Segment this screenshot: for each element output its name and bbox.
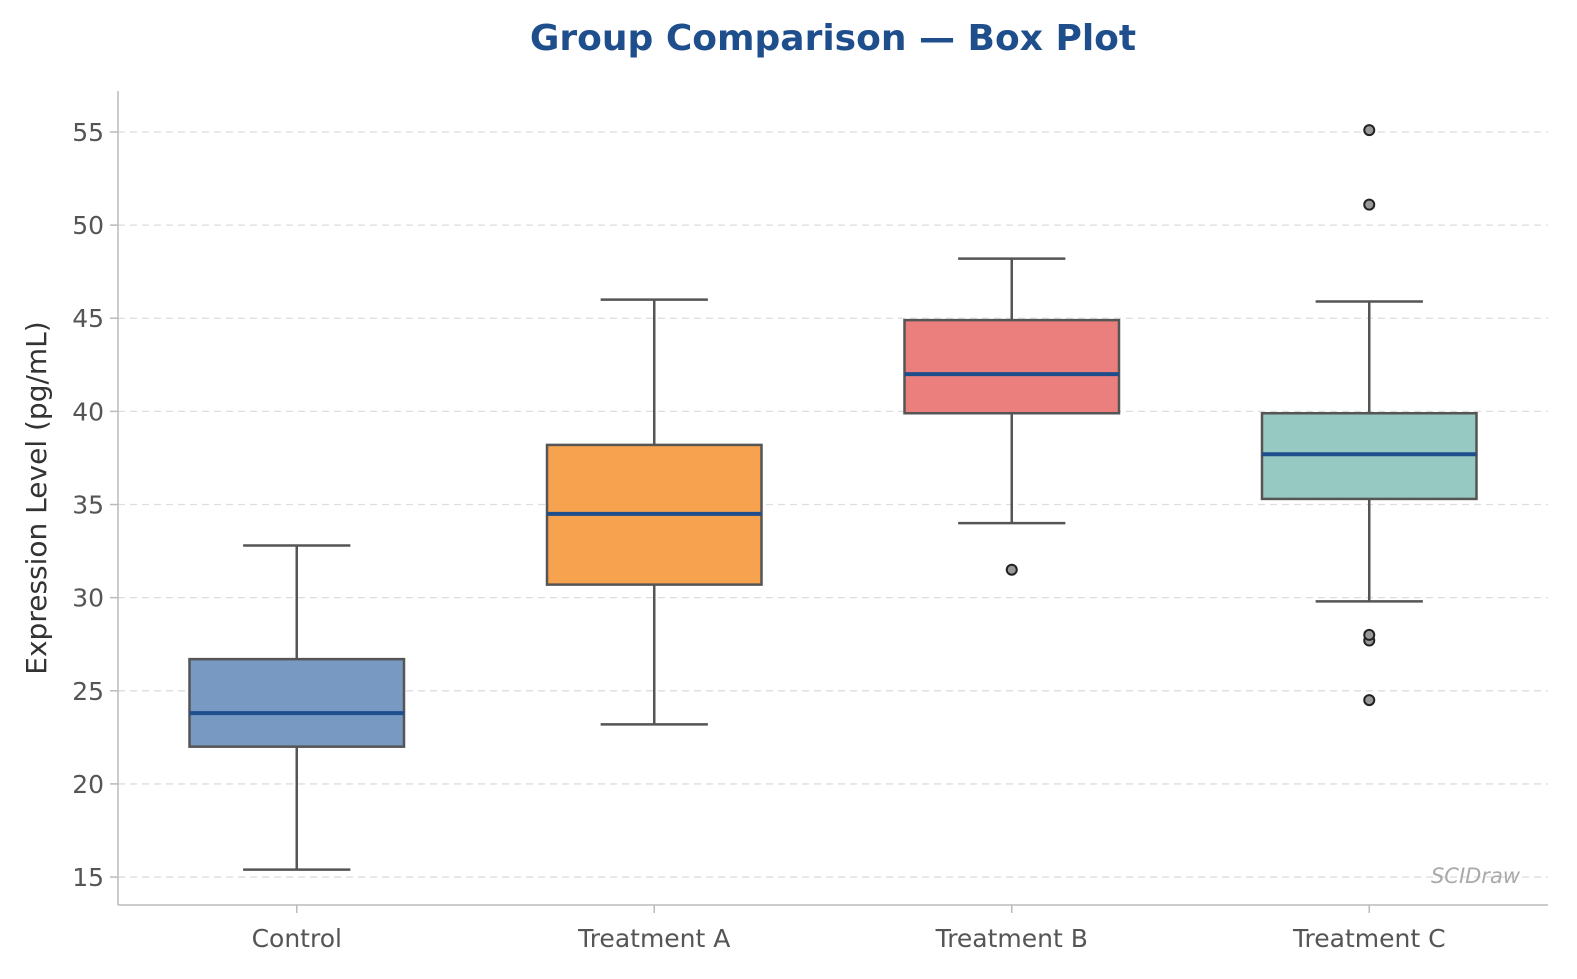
y-tick-label: 15 bbox=[72, 863, 104, 892]
x-tick-label: Treatment C bbox=[1292, 924, 1446, 953]
outlier-point bbox=[1363, 694, 1376, 707]
y-tick-label: 45 bbox=[72, 304, 104, 333]
y-tick-label: 40 bbox=[72, 397, 104, 426]
outlier-point bbox=[1005, 563, 1018, 576]
x-tick-label: Control bbox=[252, 924, 342, 953]
chart-title: Group Comparison — Box Plot bbox=[530, 18, 1136, 59]
y-tick-label: 30 bbox=[72, 584, 104, 613]
box-group bbox=[1260, 124, 1478, 707]
box-group bbox=[188, 544, 406, 871]
box-group bbox=[545, 298, 763, 726]
y-axis-label: Expression Level (pg/mL) bbox=[20, 321, 53, 674]
x-tick-label: Treatment B bbox=[935, 924, 1088, 953]
outlier-point bbox=[1363, 628, 1376, 641]
outlier-point bbox=[1363, 124, 1376, 137]
y-tick-label: 20 bbox=[72, 770, 104, 799]
y-tick-label: 50 bbox=[72, 211, 104, 240]
box-group bbox=[903, 257, 1121, 576]
iqr-box bbox=[903, 318, 1121, 415]
axes bbox=[110, 91, 1548, 913]
y-tick-label: 35 bbox=[72, 491, 104, 520]
box-series bbox=[188, 124, 1478, 871]
y-tick-label: 55 bbox=[72, 118, 104, 147]
outlier-point bbox=[1363, 198, 1376, 211]
tick-labels: 15 20 25 30 35 40 45 50 55 Control Treatment A Trea… bbox=[72, 118, 1445, 953]
grid-lines bbox=[118, 131, 1548, 878]
y-tick-label: 25 bbox=[72, 677, 104, 706]
iqr-box bbox=[188, 657, 406, 748]
watermark-text: SCIDraw bbox=[1431, 864, 1521, 888]
x-tick-label: Treatment A bbox=[577, 924, 730, 953]
